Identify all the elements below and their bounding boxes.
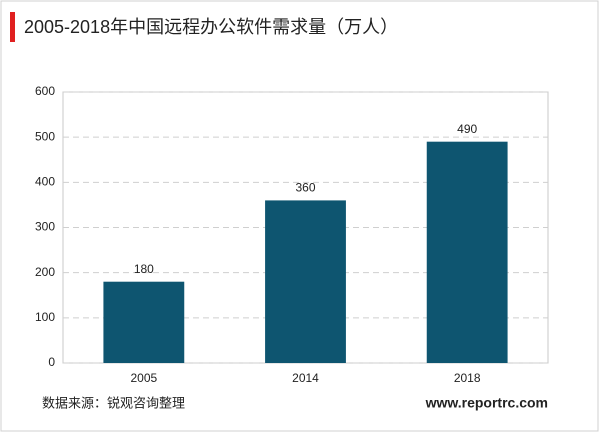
source-note: 数据来源：锐观咨询整理 <box>42 395 185 410</box>
x-tick-label: 2005 <box>130 371 157 385</box>
bar <box>265 200 346 363</box>
x-tick-label: 2014 <box>292 371 319 385</box>
bar <box>426 141 508 363</box>
y-tick-label: 0 <box>48 355 55 369</box>
title-accent <box>10 12 15 42</box>
data-label: 490 <box>457 122 477 136</box>
website: www.reportrc.com <box>425 395 548 411</box>
y-tick-label: 500 <box>35 129 55 143</box>
y-tick-label: 200 <box>35 265 55 279</box>
y-tick-label: 400 <box>35 175 55 189</box>
x-tick-label: 2018 <box>454 371 481 385</box>
y-tick-label: 100 <box>35 310 55 324</box>
data-label: 360 <box>295 181 315 195</box>
chart-title: 2005-2018年中国远程办公软件需求量（万人） <box>24 17 398 37</box>
data-label: 180 <box>134 262 154 276</box>
y-tick-label: 300 <box>35 220 55 234</box>
y-tick-label: 600 <box>35 84 55 98</box>
bar <box>103 281 185 363</box>
